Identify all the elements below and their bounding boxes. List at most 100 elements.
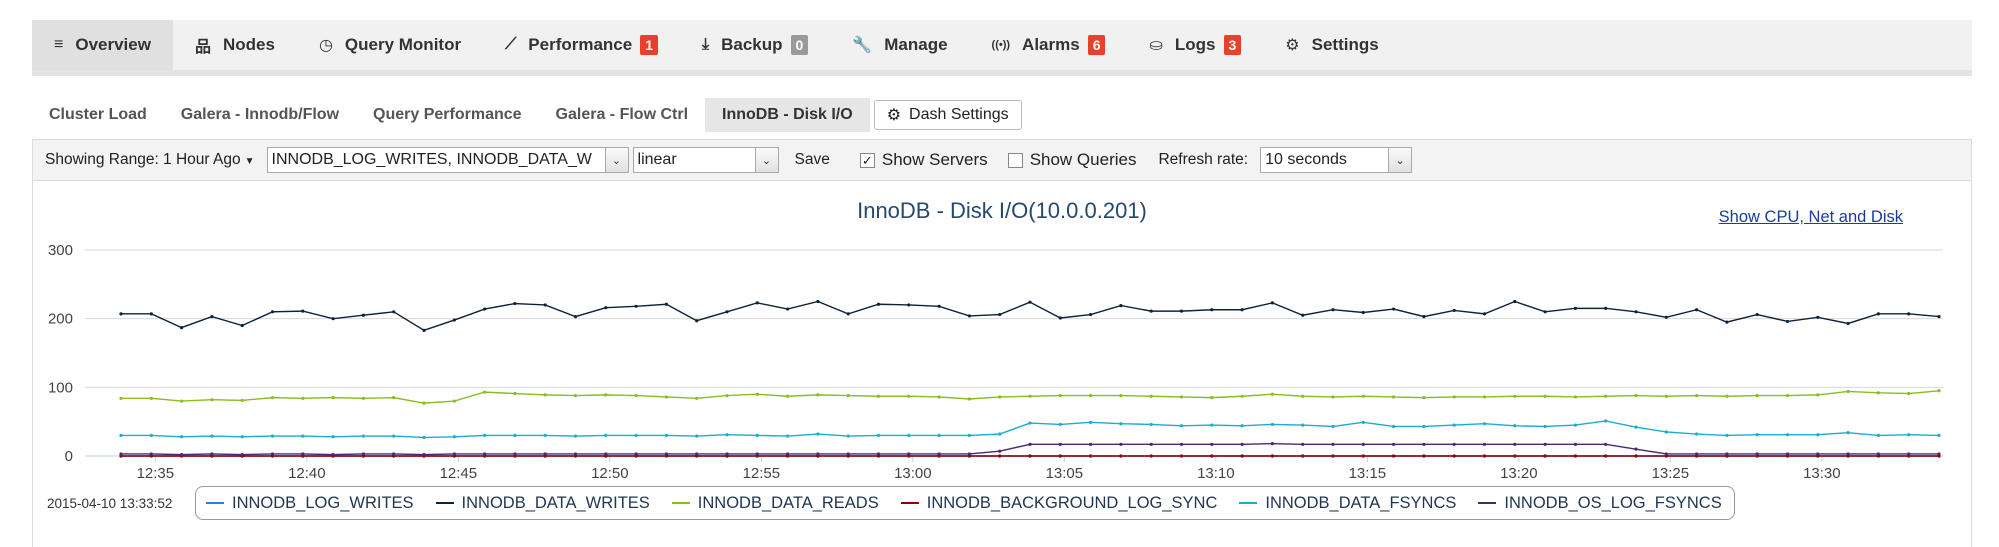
dashboard-tabs: Cluster Load Galera - Innodb/Flow Query Pe… — [32, 98, 1022, 132]
show-queries-checkbox[interactable] — [1007, 152, 1023, 168]
data-point — [907, 433, 911, 437]
data-point — [452, 399, 456, 403]
data-point — [998, 312, 1002, 317]
chart-timestamp: 2015-04-10 13:33:52 — [47, 496, 173, 511]
data-point — [1937, 452, 1941, 456]
data-point — [573, 452, 578, 456]
legend-item[interactable]: INNODB_DATA_WRITES — [435, 494, 650, 513]
data-point — [1149, 454, 1153, 458]
data-point — [846, 393, 850, 398]
refresh-rate-select[interactable]: 10 seconds ⌄ — [1260, 147, 1413, 173]
data-point — [1119, 393, 1123, 398]
subtab-query-performance[interactable]: Query Performance — [373, 106, 522, 123]
show-cpu-net-disk-link[interactable]: Show CPU, Net and Disk — [1718, 208, 1903, 226]
tab-nodes[interactable]: 品 Nodes — [173, 20, 297, 70]
x-tick-label: 12:40 — [288, 465, 326, 482]
data-point — [1755, 433, 1759, 437]
save-button[interactable]: Save — [794, 151, 830, 168]
subtab-cluster-load[interactable]: Cluster Load — [49, 106, 147, 123]
data-point — [1422, 424, 1426, 429]
data-point — [1361, 310, 1365, 315]
x-tick-label: 12:50 — [591, 465, 629, 482]
data-point — [604, 306, 608, 310]
data-point — [483, 433, 487, 437]
tab-query-monitor[interactable]: ◷ Query Monitor — [297, 20, 483, 70]
tab-overview[interactable]: ≡ Overview — [32, 20, 173, 70]
tab-manage[interactable]: 🔧 Manage — [830, 20, 969, 70]
data-point — [1422, 315, 1426, 319]
data-point — [695, 396, 699, 400]
legend-label: INNODB_BACKGROUND_LOG_SYNC — [926, 493, 1218, 512]
legend-swatch — [1478, 502, 1497, 504]
tab-label: Backup — [721, 35, 783, 54]
show-servers-toggle[interactable]: ✓ Show Servers — [859, 150, 988, 170]
data-point — [937, 433, 941, 437]
data-point — [876, 433, 881, 437]
data-point — [1301, 313, 1305, 317]
dash-settings-button[interactable]: ⚙ Dash Settings — [873, 100, 1022, 130]
chart-legend: INNODB_LOG_WRITES INNODB_DATA_WRITES INNOD… — [195, 486, 1735, 520]
data-point — [937, 304, 941, 308]
data-point — [876, 452, 881, 456]
data-point — [998, 432, 1002, 436]
data-point — [1361, 442, 1365, 446]
data-point — [1392, 424, 1396, 429]
data-point — [1089, 312, 1093, 317]
count-badge: 0 — [790, 35, 809, 55]
data-point — [1543, 442, 1547, 446]
subtab-innodb-disk-i-o[interactable]: InnoDB - Disk I/O — [705, 98, 870, 132]
tab-label: Performance — [528, 35, 633, 54]
data-point — [1543, 394, 1547, 398]
data-point — [1725, 320, 1729, 324]
data-point — [513, 452, 517, 456]
show-servers-checkbox[interactable]: ✓ — [859, 152, 875, 168]
data-point — [240, 323, 244, 328]
data-point — [331, 396, 335, 400]
data-point — [1816, 393, 1820, 397]
subtab-galera-flow-ctrl[interactable]: Galera - Flow Ctrl — [555, 106, 689, 123]
data-point — [664, 433, 669, 437]
data-point — [452, 435, 456, 439]
data-point — [1331, 454, 1335, 458]
data-point — [1331, 308, 1335, 312]
legend-item[interactable]: INNODB_DATA_READS — [671, 494, 879, 513]
chevron-down-icon[interactable]: ⌄ — [754, 148, 778, 172]
data-point — [1179, 424, 1184, 428]
x-tick-label: 13:20 — [1500, 465, 1538, 482]
data-point — [543, 433, 547, 437]
range-dropdown[interactable]: Showing Range: 1 Hour Ago ▼ — [45, 151, 255, 169]
data-point — [1513, 424, 1517, 428]
data-point — [1089, 393, 1093, 398]
tab-logs[interactable]: ⛀ Logs 3 — [1127, 20, 1263, 70]
data-point — [1452, 423, 1456, 427]
tab-backup[interactable]: ⤓ Backup 0 — [680, 20, 830, 70]
y-tick-label: 300 — [48, 242, 73, 259]
legend-item[interactable]: INNODB_LOG_WRITES — [206, 494, 414, 513]
x-tick-label: 12:35 — [137, 465, 175, 482]
tab-performance[interactable]: ⟋ Performance 1 — [483, 20, 680, 70]
tab-settings[interactable]: ⚙ Settings — [1263, 20, 1400, 70]
data-point — [1876, 312, 1880, 316]
data-point — [1573, 423, 1577, 427]
show-queries-toggle[interactable]: Show Queries — [1007, 150, 1136, 170]
data-point — [483, 452, 487, 456]
data-point — [604, 433, 608, 437]
data-point — [1482, 442, 1487, 446]
chevron-down-icon[interactable]: ⌄ — [604, 148, 628, 172]
data-point — [937, 395, 941, 399]
legend-item[interactable]: INNODB_OS_LOG_FSYNCS — [1478, 494, 1722, 513]
tab-alarms[interactable]: ((•)) Alarms 6 — [970, 20, 1128, 70]
subtab-galera-innodb-flow[interactable]: Galera - Innodb/Flow — [180, 106, 340, 123]
metrics-select[interactable]: INNODB_LOG_WRITES, INNODB_DATA_W ⌄ — [266, 147, 629, 173]
data-point — [1240, 454, 1244, 458]
main-nav: ≡ Overview 品 Nodes ◷ Query Monitor ⟋ Performanc… — [32, 20, 1972, 76]
data-point — [1089, 442, 1093, 446]
chevron-down-icon[interactable]: ⌄ — [1388, 148, 1412, 172]
legend-item[interactable]: INNODB_DATA_FSYNCS — [1239, 494, 1456, 513]
data-point — [1240, 394, 1244, 398]
data-point — [270, 452, 275, 456]
scale-select[interactable]: linear ⌄ — [632, 147, 779, 173]
data-point — [1270, 422, 1274, 427]
legend-item[interactable]: INNODB_BACKGROUND_LOG_SYNC — [900, 493, 1218, 513]
data-point — [725, 310, 729, 314]
